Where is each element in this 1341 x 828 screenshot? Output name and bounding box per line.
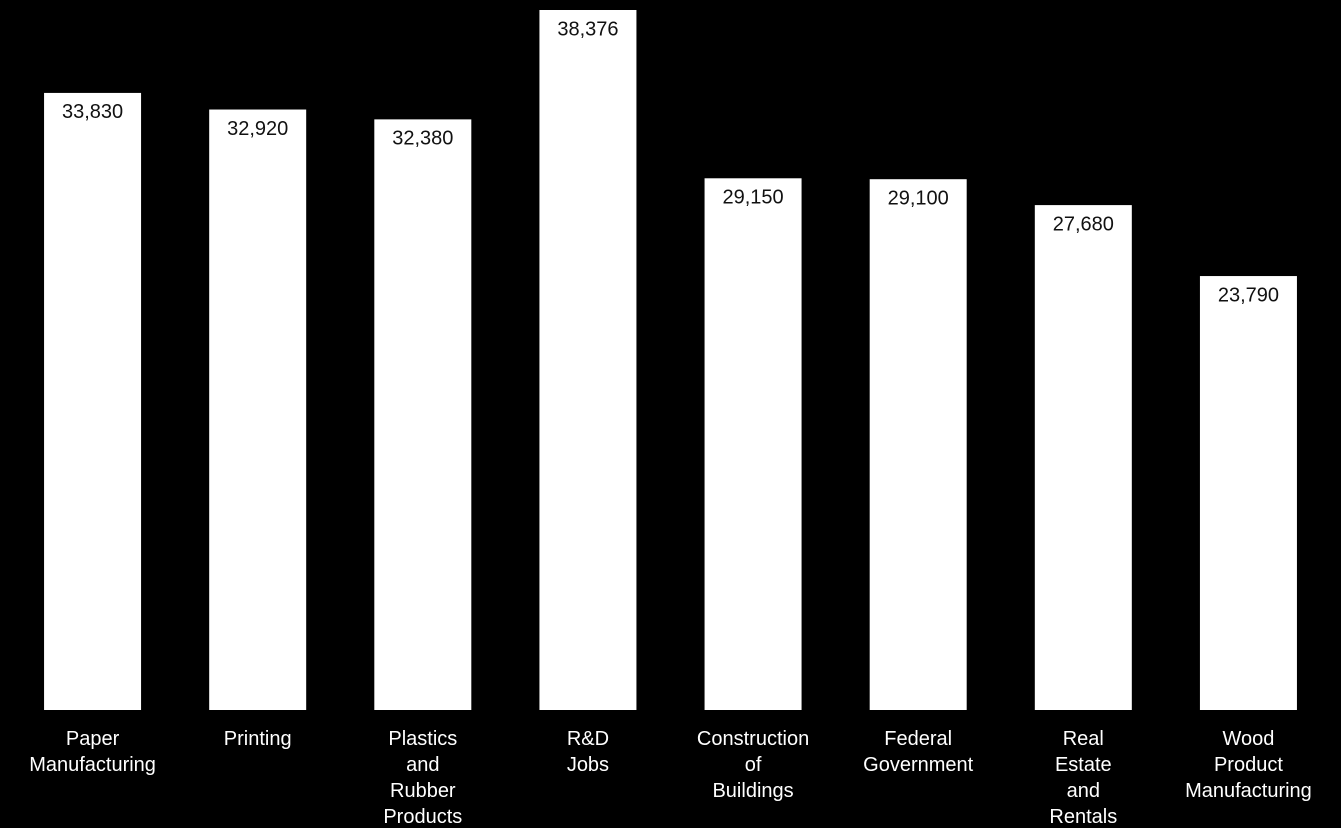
x-tick-label: Paper Manufacturing [29, 728, 156, 776]
x-tick-label: Real Estate and Rentals [1049, 728, 1118, 828]
x-tick-label: R&D Jobs [566, 728, 610, 776]
bar [44, 92, 142, 710]
bar [1199, 276, 1297, 710]
bar [1034, 205, 1132, 710]
bar [869, 179, 967, 711]
value-label: 33,830 [62, 101, 123, 123]
value-label: 38,376 [557, 18, 618, 40]
bar [539, 10, 637, 710]
x-tick-label: Construction of Buildings [696, 728, 810, 802]
value-label: 29,100 [888, 187, 949, 209]
bar [209, 109, 307, 711]
bar [374, 119, 472, 711]
x-tick-label: Wood Product Manufacturing [1185, 728, 1312, 802]
value-label: 32,920 [227, 118, 288, 140]
x-tick-label: Plastics and Rubber Products [383, 728, 463, 828]
x-tick-label: Federal Government [863, 728, 974, 776]
value-label: 29,150 [722, 187, 783, 209]
value-label: 27,680 [1053, 213, 1114, 235]
value-label: 32,380 [392, 128, 453, 150]
value-label: 23,790 [1218, 284, 1279, 306]
bar [704, 178, 802, 710]
x-tick-label: Printing [223, 728, 292, 750]
